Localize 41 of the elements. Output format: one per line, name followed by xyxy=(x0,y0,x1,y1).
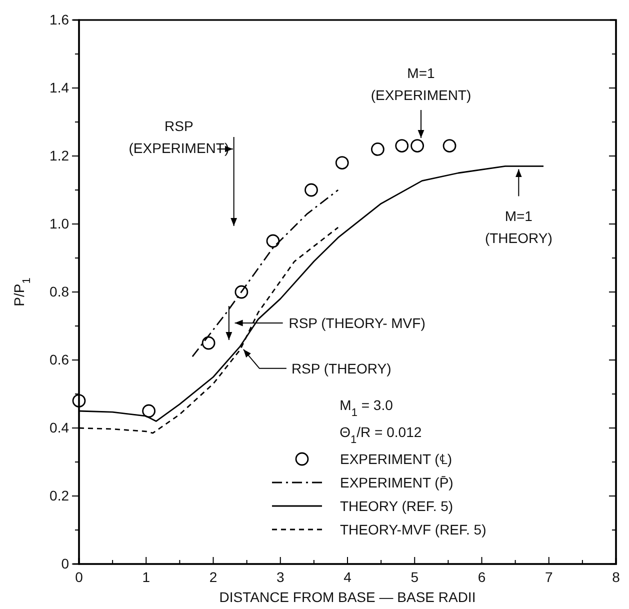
point xyxy=(395,139,409,152)
annotation: M=1 (EXPERIMENT) xyxy=(370,65,472,103)
annotation: RSP (THEORY) xyxy=(291,360,392,376)
legend-label: THEORY-MVF (REF. 5) xyxy=(340,522,486,538)
x-tick-label: 8 xyxy=(612,568,620,585)
point xyxy=(371,142,384,156)
point xyxy=(410,139,424,152)
x-tick-label: 7 xyxy=(544,568,553,585)
x-tick-label: 6 xyxy=(478,568,486,585)
y-tick-label: 0.8 xyxy=(50,283,70,300)
y-tick-label: 0.4 xyxy=(50,419,70,436)
y-tick-label: 1.0 xyxy=(50,215,70,232)
y-tick-label: 0.2 xyxy=(50,487,70,504)
legend-label: EXPERIMENT (P̄) xyxy=(340,474,454,490)
y-tick-label: 1.4 xyxy=(50,79,70,96)
annotation: M=1 (THEORY) xyxy=(484,208,552,246)
legend-label: EXPERIMENT (℄) xyxy=(340,451,452,467)
y-tick-label: 0.6 xyxy=(50,351,70,368)
annotation: RSP (THEORY- MVF) xyxy=(288,315,426,331)
point xyxy=(202,336,216,350)
x-tick-label: 0 xyxy=(75,568,84,585)
x-tick-label: 4 xyxy=(344,568,352,585)
annotation: RSP (EXPERIMENT) xyxy=(128,118,230,156)
x-tick-label: 1 xyxy=(142,568,150,585)
x-tick-label: 5 xyxy=(410,568,419,585)
point xyxy=(442,139,456,152)
y-tick-label: 1.2 xyxy=(50,147,70,164)
point xyxy=(142,404,156,418)
point xyxy=(234,285,248,299)
point xyxy=(335,156,349,170)
legend-label: THEORY (REF. 5) xyxy=(340,498,454,514)
point xyxy=(266,234,280,248)
annotation: M$_{1}$ = 3.0 xyxy=(340,397,394,419)
point xyxy=(304,183,318,197)
x-tick-label: 2 xyxy=(209,568,218,585)
y-tick-label: 1.6 xyxy=(50,11,70,28)
point xyxy=(72,394,86,408)
x-axis-title: DISTANCE FROM BASE — BASE RADII xyxy=(219,589,476,605)
x-tick-label: 3 xyxy=(276,568,284,585)
y-tick-label: 0 xyxy=(61,555,70,572)
annotation: Θ$_{1}$/R = 0.012 xyxy=(340,424,422,446)
